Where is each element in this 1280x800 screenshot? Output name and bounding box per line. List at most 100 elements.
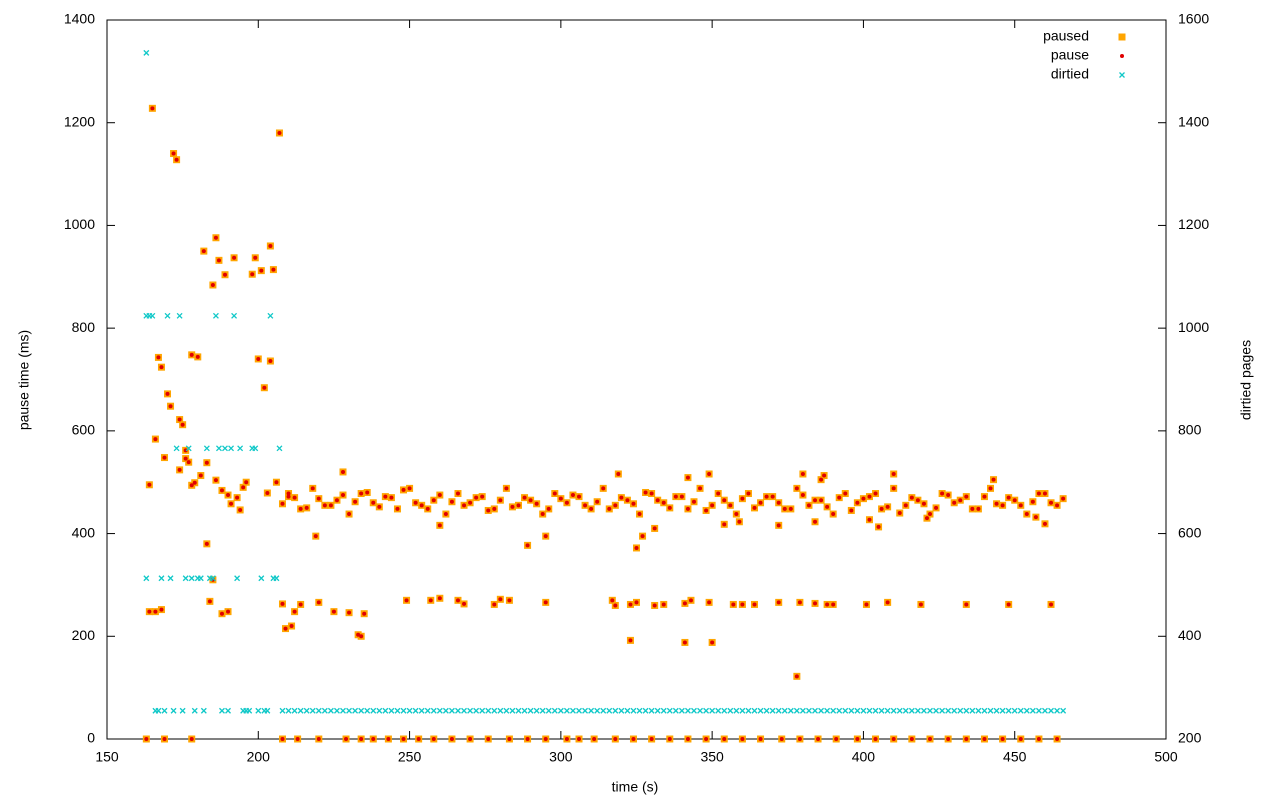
point [295,737,300,741]
point [359,737,364,741]
point [279,707,286,714]
point [310,486,315,491]
point [987,707,994,714]
point [280,601,285,606]
point [613,603,618,608]
point [819,498,824,503]
point [927,512,932,517]
legend-marker [1120,54,1124,58]
point [340,707,346,714]
point [594,707,601,714]
point [1006,495,1011,500]
point [945,707,952,714]
point [570,493,575,498]
point [715,707,722,714]
point [179,707,186,714]
point [480,494,485,499]
point [162,737,167,741]
point [704,508,709,513]
point [885,504,890,509]
point [370,707,377,714]
point [430,707,437,714]
point [630,707,637,714]
point [1048,707,1054,714]
point [297,707,304,714]
point [229,501,234,506]
point [219,611,224,616]
point [806,707,812,714]
point [813,601,818,606]
point [946,737,951,741]
point [256,356,261,361]
point [219,488,224,493]
point [209,575,216,582]
point [927,707,933,714]
point [333,707,340,714]
point [492,506,497,511]
point [352,707,359,714]
point [455,598,460,603]
point [238,507,243,512]
point [200,707,207,714]
point [1000,503,1005,508]
point [649,491,654,496]
point [867,494,872,499]
point [1055,737,1060,741]
point [703,707,710,714]
point [289,624,294,629]
point [842,707,849,714]
point [616,471,621,476]
y-tick-label: 200 [72,627,96,643]
point [416,737,421,741]
point [613,503,618,508]
point [637,512,642,517]
point [507,737,512,741]
x-axis-title: time (s) [612,779,659,795]
point [824,707,831,714]
point [376,707,383,714]
point [684,707,691,714]
point [577,737,582,741]
point [909,495,914,500]
point [601,486,606,491]
y-tick-label: 1000 [64,216,95,232]
point [891,486,896,491]
point [682,640,687,645]
point [195,354,200,359]
point [564,737,569,741]
point [716,491,721,496]
point [313,534,318,539]
point [885,600,890,605]
point [283,626,288,631]
point [455,491,460,496]
point [258,575,265,582]
y2-tick-label: 200 [1178,730,1202,746]
point [849,508,854,513]
point [241,485,246,490]
point [462,601,467,606]
point [660,707,667,714]
point [819,477,824,482]
y-tick-label: 800 [72,319,96,335]
point [1018,737,1023,741]
point [298,506,303,511]
point [610,598,615,603]
point [649,737,654,741]
point [388,707,395,714]
point [395,506,400,511]
point [437,493,442,498]
y-axis-title: pause time (ms) [16,330,32,430]
point [563,707,570,714]
point [158,575,165,582]
point [628,602,633,607]
point [431,498,436,503]
point [467,707,474,714]
point [727,707,734,714]
point [758,500,763,505]
point [448,707,455,714]
point [577,494,582,499]
point [1006,602,1011,607]
point [219,707,225,714]
point [346,707,353,714]
point [679,494,684,499]
